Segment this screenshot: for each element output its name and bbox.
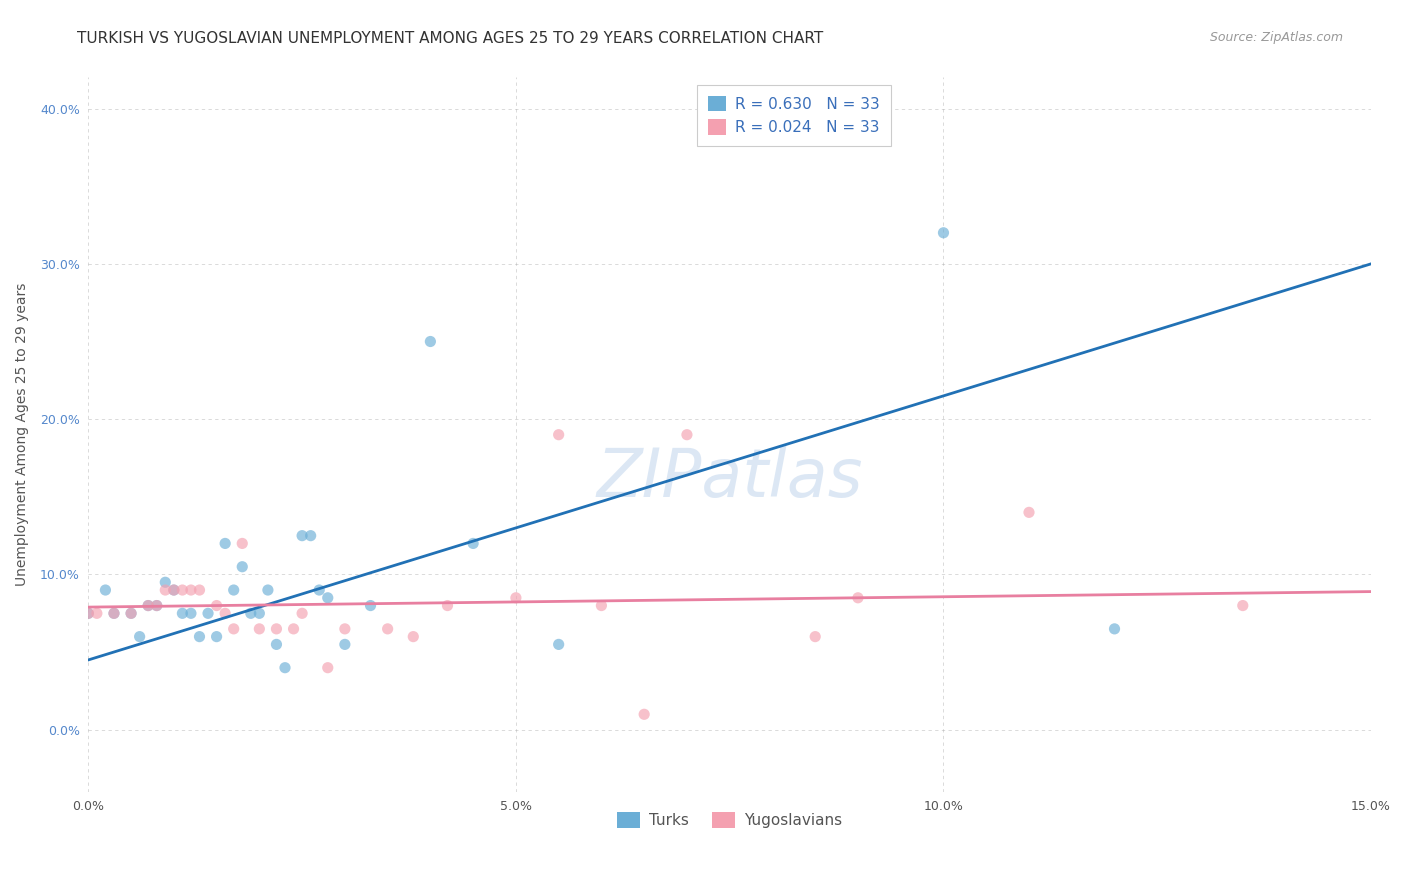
Point <box>676 427 699 442</box>
Point <box>247 622 270 636</box>
Point <box>120 607 142 621</box>
Point <box>266 622 288 636</box>
Point <box>299 529 322 543</box>
Point <box>291 529 314 543</box>
Point <box>377 622 399 636</box>
Point <box>155 582 177 597</box>
Point <box>172 607 194 621</box>
Point <box>214 536 236 550</box>
Point <box>239 607 262 621</box>
Point <box>188 582 211 597</box>
Point <box>1232 599 1254 613</box>
Point <box>316 591 339 605</box>
Point <box>419 334 441 349</box>
Point <box>633 707 655 722</box>
Point <box>222 622 245 636</box>
Point <box>77 607 100 621</box>
Point <box>145 599 167 613</box>
Point <box>333 637 356 651</box>
Point <box>214 607 236 621</box>
Point <box>257 582 280 597</box>
Point <box>291 607 314 621</box>
Point <box>86 607 108 621</box>
Text: TURKISH VS YUGOSLAVIAN UNEMPLOYMENT AMONG AGES 25 TO 29 YEARS CORRELATION CHART: TURKISH VS YUGOSLAVIAN UNEMPLOYMENT AMON… <box>77 31 824 46</box>
Point <box>266 637 288 651</box>
Point <box>283 622 305 636</box>
Point <box>231 559 253 574</box>
Point <box>308 582 330 597</box>
Point <box>1018 505 1040 519</box>
Point <box>94 582 117 597</box>
Point <box>120 607 142 621</box>
Point <box>103 607 125 621</box>
Point <box>360 599 382 613</box>
Point <box>197 607 219 621</box>
Point <box>180 607 202 621</box>
Point <box>436 599 458 613</box>
Point <box>804 630 827 644</box>
Point <box>547 637 569 651</box>
Point <box>591 599 613 613</box>
Point <box>188 630 211 644</box>
Point <box>402 630 425 644</box>
Point <box>172 582 194 597</box>
Y-axis label: Unemployment Among Ages 25 to 29 years: Unemployment Among Ages 25 to 29 years <box>15 283 30 586</box>
Legend: Turks, Yugoslavians: Turks, Yugoslavians <box>612 806 848 834</box>
Point <box>205 630 228 644</box>
Text: ZIPatlas: ZIPatlas <box>596 444 863 510</box>
Point <box>846 591 869 605</box>
Point <box>155 575 177 590</box>
Point <box>180 582 202 597</box>
Point <box>932 226 955 240</box>
Point <box>128 630 150 644</box>
Point <box>1104 622 1126 636</box>
Point <box>247 607 270 621</box>
Point <box>505 591 527 605</box>
Point <box>231 536 253 550</box>
Text: Source: ZipAtlas.com: Source: ZipAtlas.com <box>1209 31 1343 45</box>
Point <box>274 661 297 675</box>
Point <box>547 427 569 442</box>
Point <box>136 599 159 613</box>
Point <box>205 599 228 613</box>
Point <box>333 622 356 636</box>
Point <box>163 582 186 597</box>
Point <box>222 582 245 597</box>
Point <box>316 661 339 675</box>
Point <box>463 536 485 550</box>
Point <box>77 607 100 621</box>
Point <box>145 599 167 613</box>
Point <box>163 582 186 597</box>
Point <box>103 607 125 621</box>
Point <box>136 599 159 613</box>
